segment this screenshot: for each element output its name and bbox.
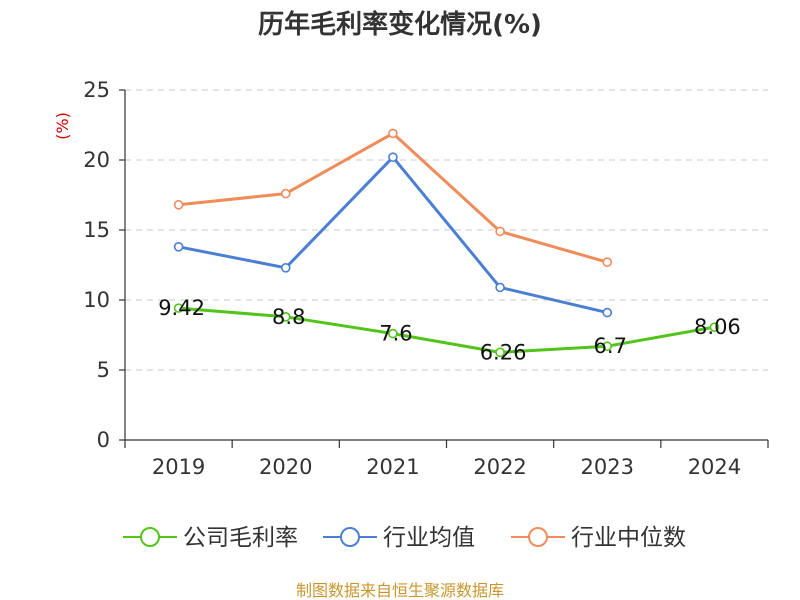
- y-tick-label: 25: [83, 78, 110, 102]
- legend-marker-icon[interactable]: [528, 527, 548, 547]
- legend-label[interactable]: 行业中位数: [571, 525, 686, 551]
- legend-marker-icon[interactable]: [340, 527, 360, 547]
- y-tick-label: 5: [97, 358, 110, 382]
- legend-marker-icon[interactable]: [140, 527, 160, 547]
- data-point[interactable]: [280, 188, 291, 199]
- data-point[interactable]: [173, 200, 184, 210]
- series-line: [178, 306, 715, 354]
- x-tick-label: 2024: [688, 455, 741, 479]
- x-tick-label: 2023: [581, 455, 634, 479]
- data-point[interactable]: [173, 303, 184, 313]
- x-tick-label: 2020: [259, 455, 312, 479]
- data-label: 6.26: [480, 340, 527, 364]
- data-source-note: 制图数据来自恒生聚源数据库: [296, 581, 504, 600]
- data-label: 7.6: [379, 322, 412, 346]
- y-tick-label: 15: [83, 218, 110, 242]
- data-point[interactable]: [495, 282, 505, 293]
- data-point[interactable]: [388, 128, 398, 139]
- y-tick-label: 10: [83, 288, 110, 312]
- data-label: 8.8: [272, 305, 305, 329]
- gridlines: [125, 89, 768, 371]
- legend-label[interactable]: 行业均值: [383, 525, 475, 551]
- series-line: [178, 155, 608, 315]
- legend[interactable]: 公司毛利率 行业均值 行业中位数: [123, 525, 686, 551]
- y-axis-label: (%): [53, 112, 72, 140]
- data-point[interactable]: [280, 311, 291, 322]
- data-point[interactable]: [602, 341, 613, 352]
- axes: 0 5 10 15 20 25 2019 2020 2021 2022 2023 2024: [83, 78, 769, 479]
- x-tick-label: 2022: [473, 455, 526, 479]
- data-point[interactable]: [495, 347, 505, 358]
- data-point[interactable]: [709, 322, 720, 332]
- data-labels: 9.42 8.8 7.6 6.26 6.7 8.06: [158, 296, 741, 364]
- data-point[interactable]: [602, 257, 613, 268]
- data-label: 8.06: [694, 315, 741, 339]
- data-point[interactable]: [388, 328, 398, 339]
- chart-title: 历年毛利率变化情况(%): [258, 9, 542, 40]
- series-lines: [173, 128, 720, 358]
- data-point[interactable]: [173, 242, 184, 252]
- data-point[interactable]: [388, 152, 398, 162]
- data-label: 6.7: [594, 334, 627, 358]
- data-point[interactable]: [495, 226, 505, 237]
- data-point[interactable]: [602, 307, 613, 318]
- data-label: 9.42: [158, 296, 205, 320]
- legend-label[interactable]: 公司毛利率: [183, 525, 298, 551]
- y-tick-label: 0: [97, 428, 110, 452]
- y-tick-label: 20: [83, 148, 110, 172]
- x-tick-label: 2019: [152, 455, 205, 479]
- data-point[interactable]: [280, 262, 291, 273]
- x-tick-label: 2021: [366, 455, 419, 479]
